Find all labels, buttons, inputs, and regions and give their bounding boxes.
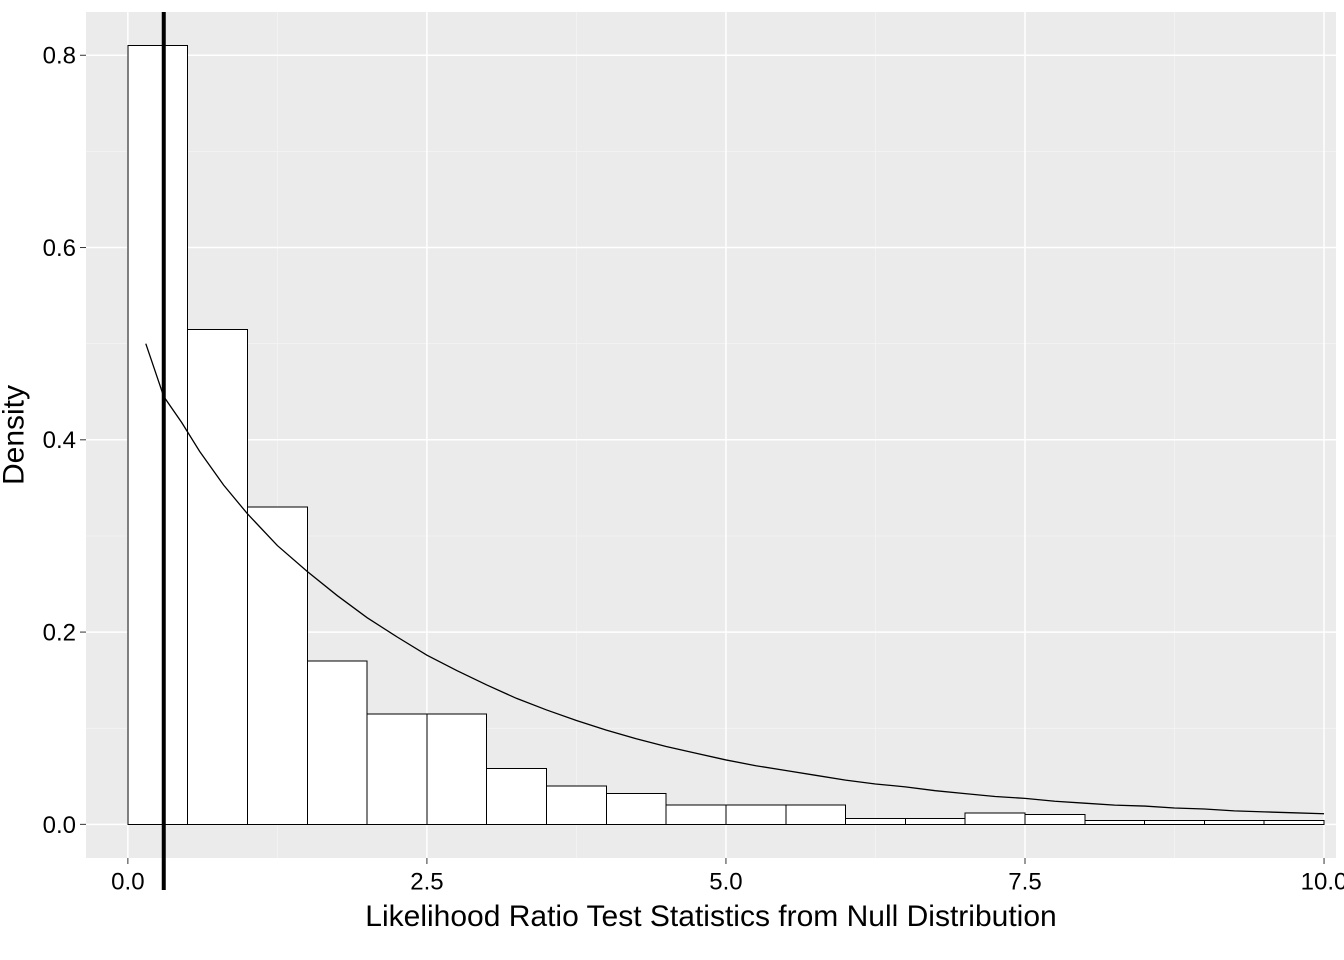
histogram-bar [247, 507, 307, 824]
histogram-bar [188, 329, 248, 824]
y-axis-title: Density [0, 385, 31, 485]
y-tick-label: 0.4 [43, 427, 76, 454]
histogram-chart: 0.0 2.5 5.0 7.5 10.0 0.0 0.2 0.4 0.6 0.8 Likelihoo… [0, 0, 1344, 960]
x-tick-label: 5.0 [709, 869, 742, 896]
x-tick-label: 7.5 [1008, 869, 1041, 896]
histogram-bar [846, 819, 906, 825]
histogram-bar [1264, 821, 1324, 825]
x-tick-label: 0.0 [111, 869, 144, 896]
histogram-bar [427, 714, 487, 825]
y-tick-label: 0.2 [43, 619, 76, 646]
histogram-bar [1085, 821, 1145, 825]
x-axis-title: Likelihood Ratio Test Statistics from Nu… [365, 900, 1056, 933]
histogram-bar [367, 714, 427, 825]
histogram-bar [905, 819, 965, 825]
histogram-bar [1025, 815, 1085, 825]
histogram-bar [606, 794, 666, 825]
histogram-bar [666, 805, 726, 824]
histogram-bar [965, 813, 1025, 825]
histogram-bar [786, 805, 846, 824]
x-tick-label: 10.0 [1301, 869, 1344, 896]
histogram-bar [487, 769, 547, 825]
y-tick-label: 0.6 [43, 235, 76, 262]
y-tick-label: 0.0 [43, 812, 76, 839]
histogram-bar [128, 46, 188, 825]
histogram-bar [307, 661, 367, 824]
histogram-bar [1145, 821, 1205, 825]
histogram-bar [547, 786, 607, 824]
y-tick-label: 0.8 [43, 43, 76, 70]
chart-svg: 0.0 2.5 5.0 7.5 10.0 0.0 0.2 0.4 0.6 0.8 Likelihoo… [0, 0, 1344, 960]
histogram-bar [726, 805, 786, 824]
x-tick-label: 2.5 [410, 869, 443, 896]
histogram-bar [1204, 821, 1264, 825]
